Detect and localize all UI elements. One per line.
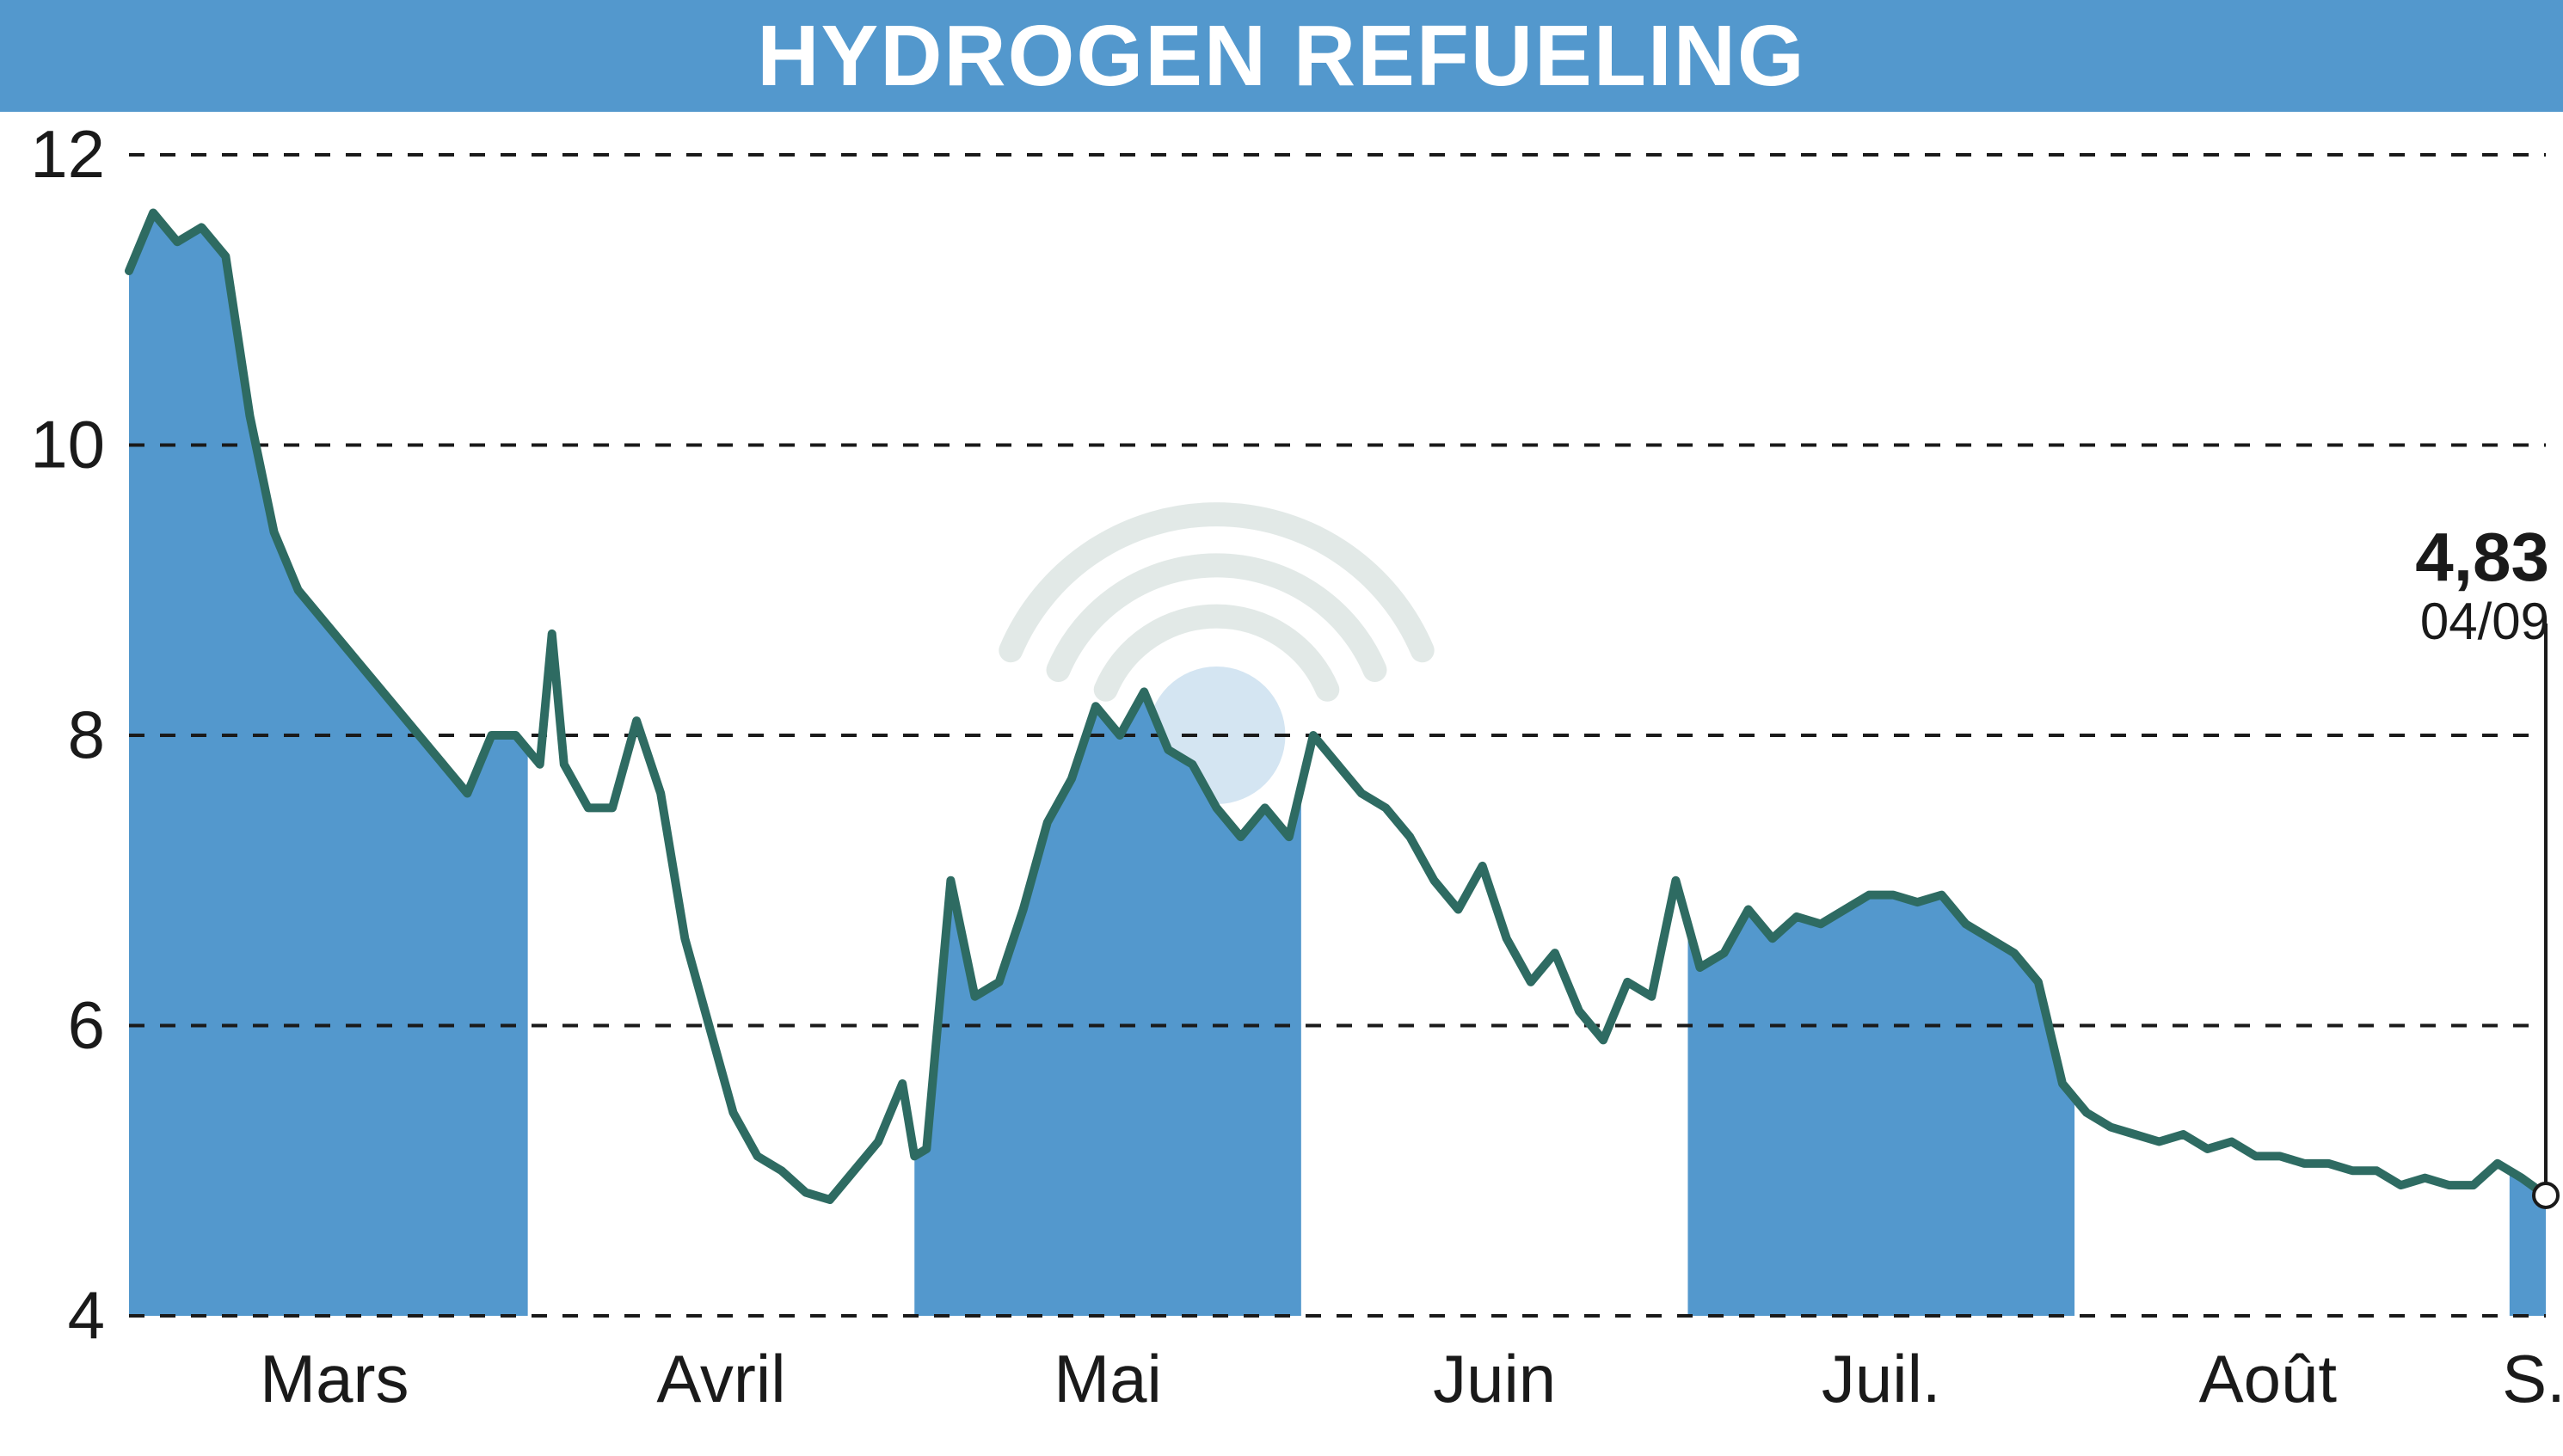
x-axis-tick-label: Mars [260,1341,409,1416]
y-axis-tick-label: 6 [68,987,105,1063]
callout-value: 4,83 [2415,519,2549,595]
y-axis-tick-label: 12 [30,116,105,192]
chart-plot-area: 4 6 8 10 12 Mars Avril Mai Juin Juil. Août S. 4,8304… [0,112,2563,1456]
y-axis-tick-label: 8 [68,697,105,772]
x-axis-tick-label: Juin [1433,1341,1556,1416]
chart-container: HYDROGEN REFUELING 4 6 8 10 12 Mars Avril Mai Ju… [0,0,2563,1456]
x-axis-tick-label: Juil. [1822,1341,1941,1416]
y-axis-tick-label: 4 [68,1277,105,1353]
title-bar: HYDROGEN REFUELING [0,0,2563,112]
chart-svg: 4 6 8 10 12 Mars Avril Mai Juin Juil. Août S. 4,8304… [0,112,2563,1456]
y-axis-tick-label: 10 [30,407,105,482]
x-axis-tick-label: Mai [1054,1341,1162,1416]
callout-marker [2534,1183,2558,1207]
callout-date: 04/09 [2420,593,2549,650]
x-axis-tick-label: Août [2199,1341,2338,1416]
x-axis-tick-label: S. [2502,1341,2563,1416]
chart-title: HYDROGEN REFUELING [757,8,1805,104]
x-axis-tick-label: Avril [656,1341,785,1416]
